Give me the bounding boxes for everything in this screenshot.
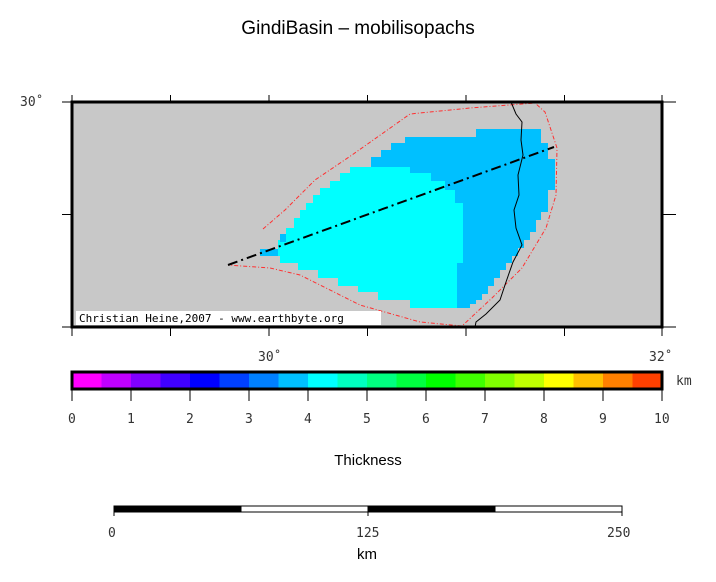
scalebar-segment [367, 505, 496, 513]
thickness-3.5-patch [280, 234, 286, 242]
colorbar-bin [485, 372, 515, 389]
scalebar [113, 505, 623, 516]
scalebar-unit: km [357, 546, 377, 563]
scalebar-tick-125: 125 [356, 526, 380, 541]
colorbar-tick-label: 2 [186, 412, 194, 427]
axis-ticks [62, 95, 676, 336]
colorbar-bin [101, 372, 132, 389]
lat-label-30: 30˚ [20, 95, 44, 110]
colorbar-bin [337, 372, 368, 389]
cross-section-line [227, 146, 555, 266]
colorbar-bin [219, 372, 250, 389]
colorbar-unit: km [676, 374, 692, 389]
lon-label-32: 32˚ [649, 350, 673, 365]
colorbar-bin [632, 372, 663, 389]
colorbar-bin [514, 372, 545, 389]
colorbar-bin [455, 372, 486, 389]
credit-text: Christian Heine,2007 - www.earthbyte.org [79, 312, 344, 325]
scalebar-segment [494, 505, 623, 513]
page-title: GindiBasin – mobilisopachs [241, 18, 475, 39]
colorbar-bin [190, 372, 220, 389]
colorbar-tick-label: 8 [540, 412, 548, 427]
colorbar-tick-label: 7 [481, 412, 489, 427]
colorbar-bin [278, 372, 309, 389]
colorbar-bin [396, 372, 427, 389]
scalebar-tick-0: 0 [108, 526, 116, 541]
colorbar-bin [367, 372, 397, 389]
colorbar-tick-label: 4 [304, 412, 312, 427]
scalebar-segment [240, 505, 369, 513]
basin-outline [227, 102, 558, 327]
colorbar-bin [72, 372, 102, 389]
colorbar-bin [603, 372, 633, 389]
colorbar-tick-label: 3 [245, 412, 253, 427]
colorbar-label: Thickness [334, 452, 402, 469]
colorbar-bin [249, 372, 279, 389]
colorbar-tick-label: 5 [363, 412, 371, 427]
colorbar-tick-label: 10 [654, 412, 670, 427]
colorbar-tick-label: 6 [422, 412, 430, 427]
colorbar-frame [70, 370, 664, 391]
scalebar-segment [113, 505, 242, 513]
colorbar-tick-label: 1 [127, 412, 135, 427]
colorbar-bin [573, 372, 604, 389]
colorbar [71, 372, 663, 401]
colorbar-tick-label: 0 [68, 412, 76, 427]
coastline [474, 101, 524, 328]
lon-label-30: 30˚ [258, 350, 282, 365]
colorbar-bin [544, 372, 574, 389]
colorbar-bin [426, 372, 456, 389]
thickness-3.5-patch [260, 249, 278, 256]
scalebar-tick-250: 250 [607, 526, 631, 541]
colorbar-bin [131, 372, 161, 389]
credit-box [76, 311, 381, 325]
colorbar-bin [160, 372, 191, 389]
colorbar-tick-label: 9 [599, 412, 607, 427]
colorbar-bin [308, 372, 338, 389]
thickness-4-region [278, 167, 463, 308]
